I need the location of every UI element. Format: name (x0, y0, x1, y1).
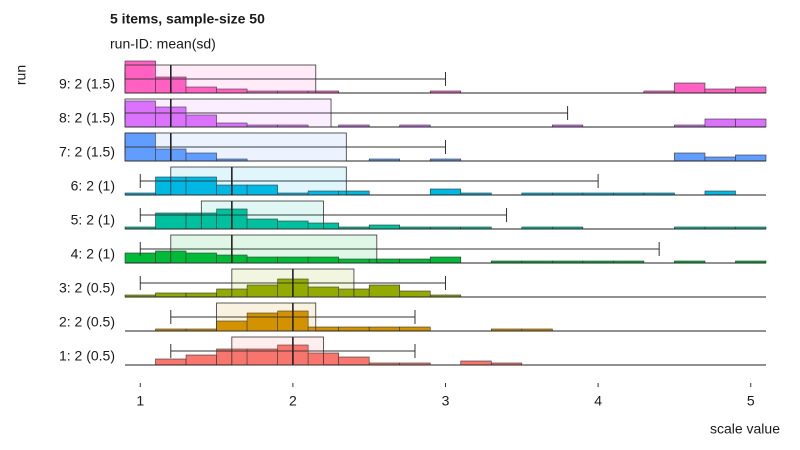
box (124, 98, 332, 128)
row-label: 1: 2 (0.5) (59, 348, 115, 364)
x-axis-label: scale value (710, 421, 780, 437)
histogram-bar (704, 190, 736, 196)
x-tick-label: 3 (442, 393, 450, 409)
box (124, 132, 347, 162)
row-label: 4: 2 (1) (71, 246, 115, 262)
x-tick-label: 2 (289, 393, 297, 409)
histogram-bar (735, 118, 767, 128)
histogram-bar (124, 100, 156, 128)
box (124, 64, 317, 94)
box (231, 336, 324, 366)
x-tick-label: 5 (747, 393, 755, 409)
chart-subtitle: run-ID: mean(sd) (110, 36, 216, 52)
histogram-bar (704, 156, 736, 162)
x-tick-label: 1 (136, 393, 144, 409)
box (200, 200, 324, 230)
histogram-bar (185, 354, 217, 366)
histogram-bar (704, 88, 736, 94)
chart-title: 5 items, sample-size 50 (110, 11, 265, 27)
row-label: 9: 2 (1.5) (59, 76, 115, 92)
histogram-bar (399, 326, 431, 332)
row-label: 3: 2 (0.5) (59, 280, 115, 296)
histogram-bar (338, 326, 370, 332)
histogram-bar (155, 358, 187, 366)
histogram-bar (368, 326, 401, 332)
box (216, 302, 317, 332)
row-label: 6: 2 (1) (71, 178, 115, 194)
histogram-bar (704, 118, 736, 128)
histogram-bar (185, 292, 217, 298)
histogram-bar (368, 284, 401, 298)
row-label: 7: 2 (1.5) (59, 144, 115, 160)
box (170, 166, 347, 196)
row-label: 5: 2 (1) (71, 212, 115, 228)
histogram-bar (460, 360, 492, 366)
box (170, 234, 378, 264)
x-tick-label: 4 (594, 393, 602, 409)
histogram-bar (735, 154, 767, 162)
histogram-bar (735, 86, 767, 94)
histogram-bar (674, 152, 706, 162)
histogram-bar (429, 188, 462, 196)
histogram-bar (399, 290, 431, 298)
histogram-bar (674, 82, 706, 94)
row-label: 2: 2 (0.5) (59, 314, 115, 330)
row-label: 8: 2 (1.5) (59, 110, 115, 126)
histogram-bar (368, 224, 401, 230)
histogram-bar (429, 256, 462, 264)
y-axis-label: run (13, 65, 29, 85)
histogram-bar (399, 258, 431, 264)
histogram-bar (338, 356, 370, 366)
histogram-bar (155, 292, 187, 298)
